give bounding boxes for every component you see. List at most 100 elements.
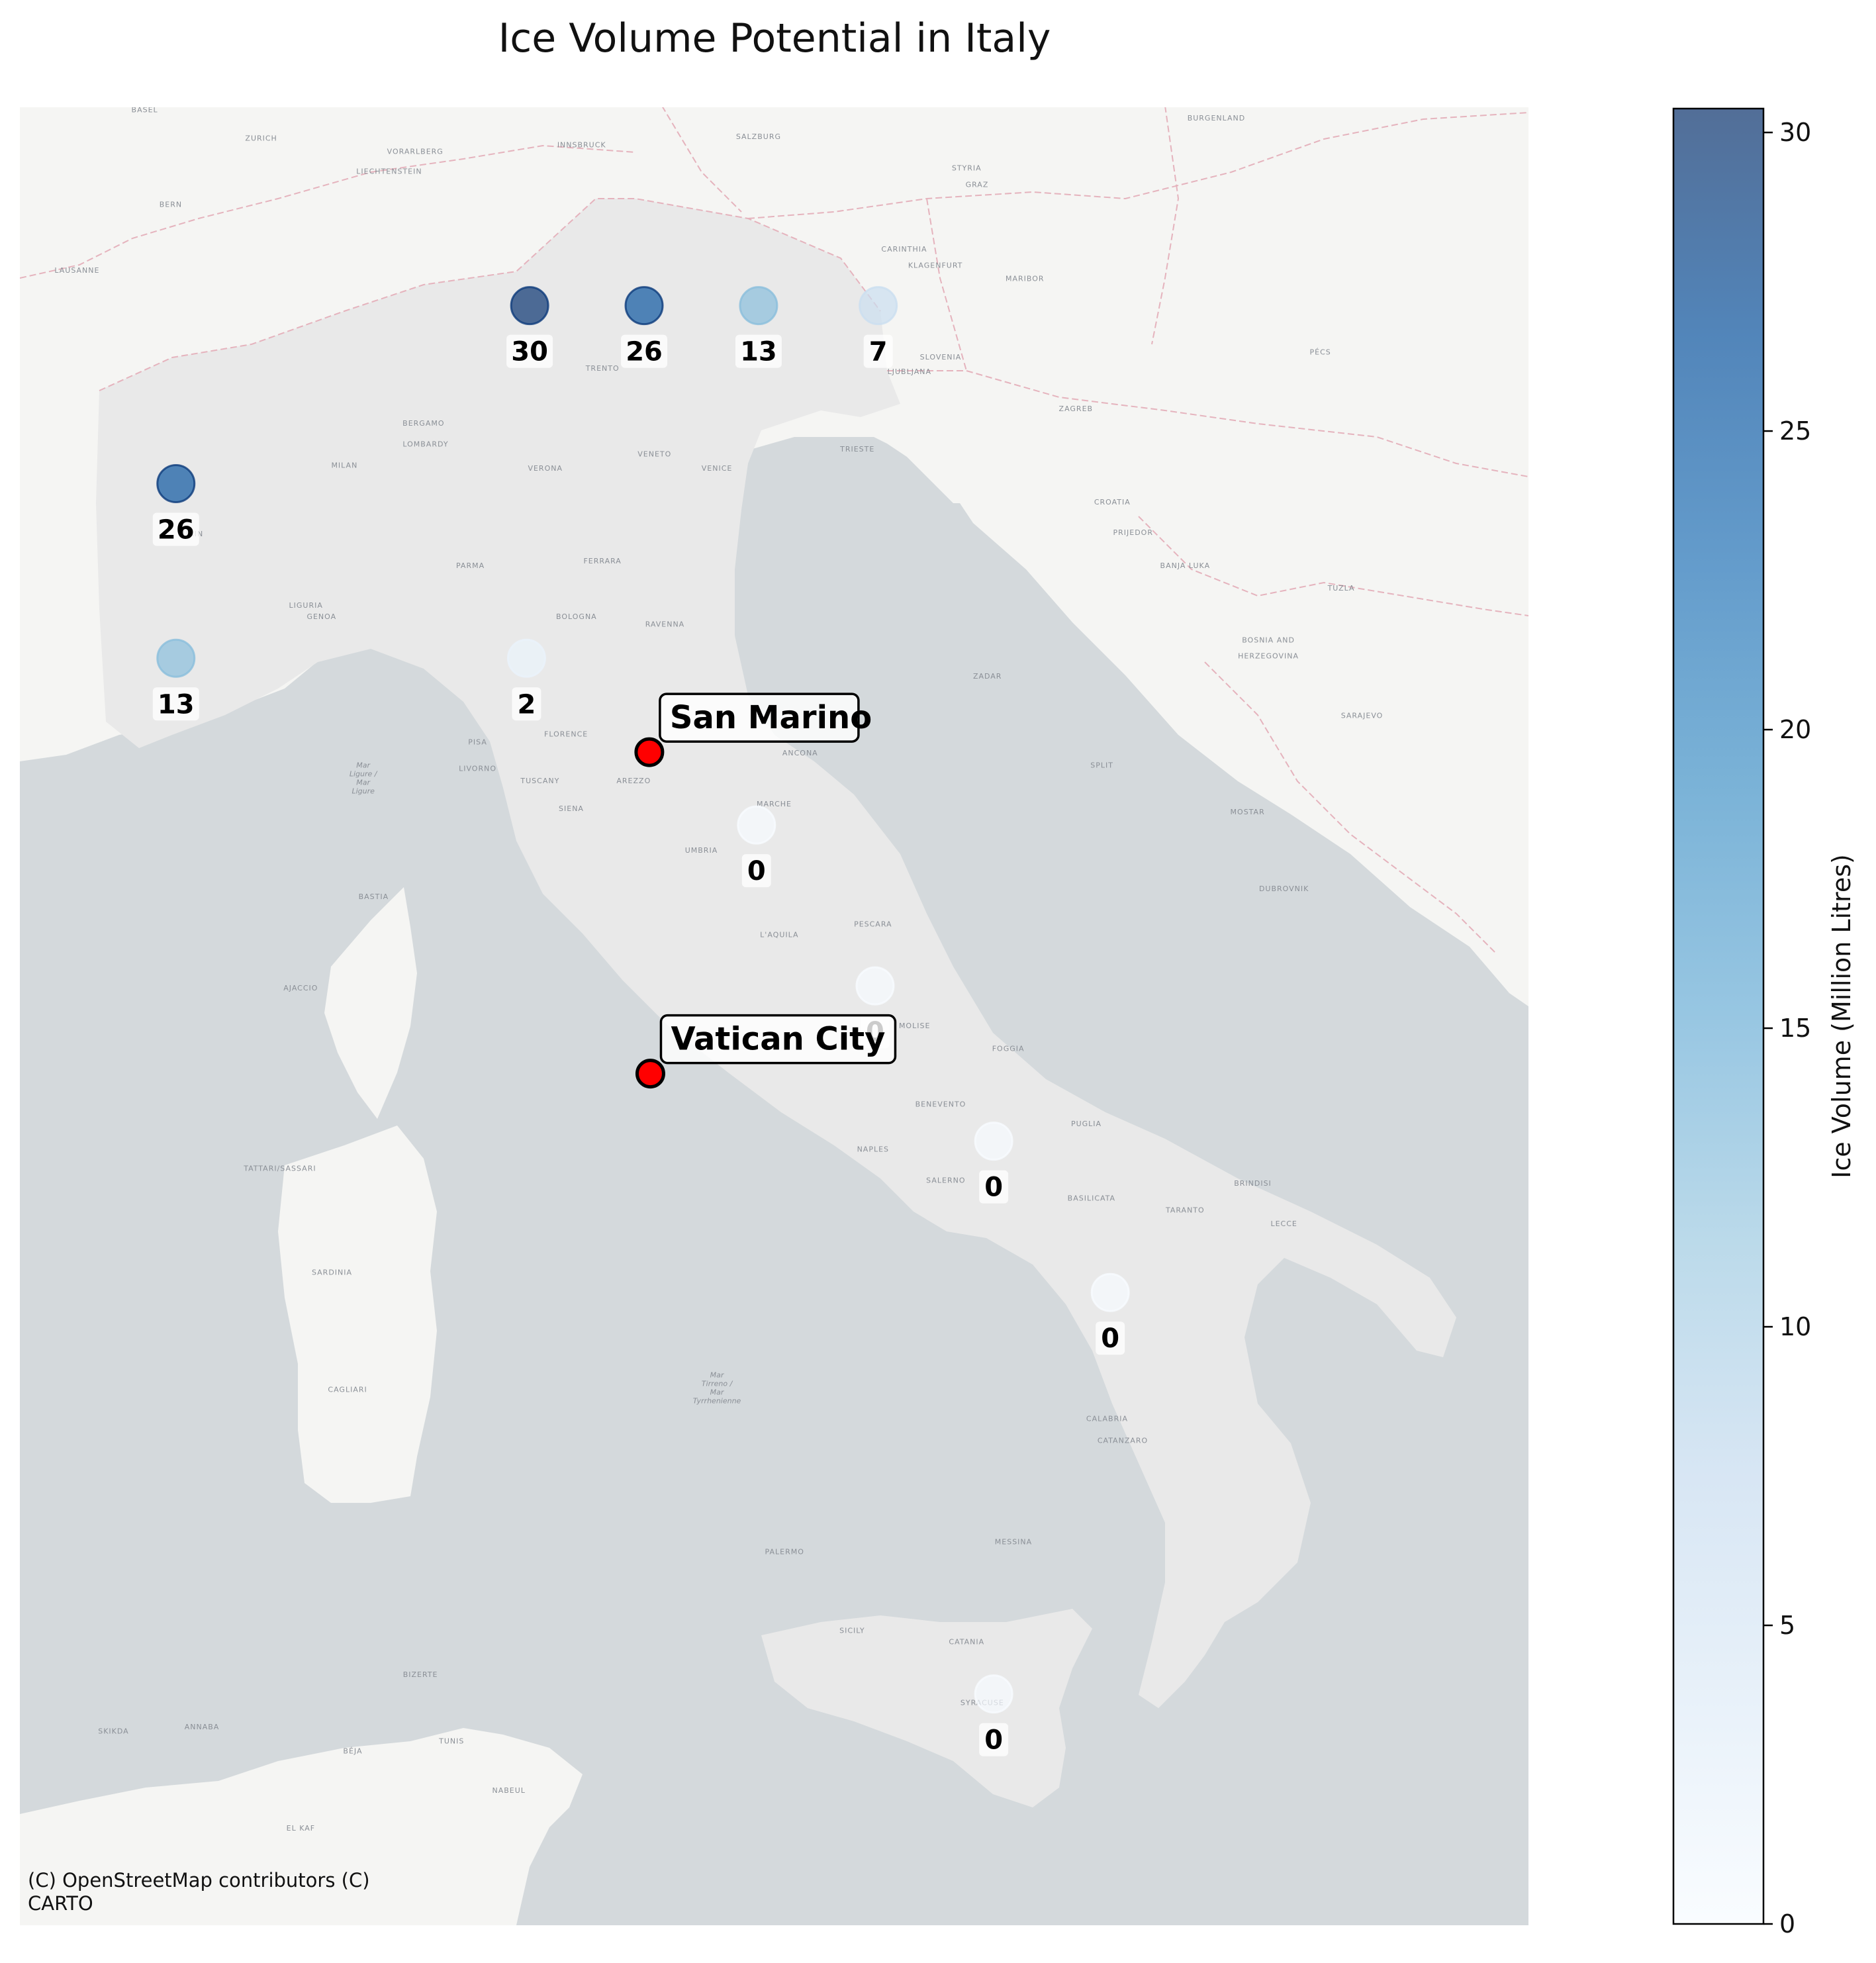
place-label: HERZEGOVINA: [1238, 651, 1299, 660]
place-label: BERN: [160, 201, 182, 209]
place-label: CARINTHIA: [881, 245, 927, 254]
place-label: PARMA: [456, 561, 485, 570]
colorbar-label: Ice Volume (Million Litres): [1827, 854, 1856, 1178]
value-label-box: [863, 334, 893, 368]
place-label: ZADAR: [973, 672, 1002, 681]
value-label-box: [979, 1723, 1009, 1756]
place-label: LIVORNO: [459, 764, 496, 773]
place-label: LIGURIA: [289, 601, 323, 610]
place-label: GRAZ: [966, 181, 989, 189]
place-label: MILAN: [331, 461, 357, 469]
ice-volume-marker: [974, 1674, 1013, 1714]
place-label: SIENA: [559, 804, 584, 813]
value-label-box: [152, 512, 199, 546]
place-label: SPLIT: [1090, 761, 1113, 770]
place-label: NAPLES: [857, 1145, 889, 1153]
colorbar: 0 5 10 15 20 25 30 Ice Volume (Million Litres): [1672, 107, 1856, 1939]
value-label-box: [1096, 1321, 1125, 1355]
sea-label: Ligure: [352, 787, 375, 796]
place-label: KLAGENFURT: [908, 262, 963, 270]
sea-label: Ligure /: [350, 770, 378, 779]
sea-label: Mar: [710, 1371, 725, 1380]
place-label: ANNABA: [185, 1723, 220, 1731]
place-label: PISA: [468, 738, 487, 746]
place-label: MOLISE: [899, 1022, 930, 1030]
place-label: ZAGREB: [1059, 405, 1094, 413]
place-label: FOGGIA: [992, 1044, 1025, 1053]
value-label-box: [506, 334, 553, 368]
value-label-box: [512, 687, 541, 721]
place-label: BERGAMO: [402, 419, 444, 428]
colorbar-ticks: 0 5 10 15 20 25 30: [1763, 118, 1811, 1939]
ice-volume-marker: [156, 638, 196, 678]
place-label: BÉJA: [343, 1747, 362, 1755]
place-label: BASTIA: [359, 892, 389, 901]
place-label: VENETO: [637, 450, 671, 458]
colorbar-tick-label: 0: [1779, 1909, 1795, 1939]
attribution-line-1: (C) OpenStreetMap contributors (C): [28, 1869, 370, 1891]
place-label: MOSTAR: [1231, 808, 1265, 816]
place-label: CATANIA: [949, 1638, 984, 1647]
place-label: LJUBLJANA: [888, 367, 931, 376]
place-label: PRIJEDOR: [1113, 528, 1153, 537]
sea-label: Tirreno /: [702, 1380, 733, 1388]
ice-volume-marker: [855, 966, 895, 1006]
place-label: TUZLA: [1327, 584, 1355, 593]
value-label: 13: [740, 337, 777, 367]
place-label: MARCHE: [757, 800, 792, 808]
place-label: INNSBRUCK: [557, 140, 606, 149]
place-label: TRIESTE: [839, 445, 874, 454]
highlight-marker: [635, 1059, 665, 1089]
place-label: RAVENNA: [645, 620, 684, 629]
ice-volume-marker: [739, 286, 778, 326]
highlight-label: San Marino: [670, 699, 872, 736]
ice-volume-marker: [510, 286, 549, 326]
value-label-box: [735, 334, 782, 368]
place-label: EL KAF: [287, 1824, 315, 1833]
place-label: FERRARA: [583, 557, 621, 565]
place-label: BASEL: [132, 106, 158, 115]
sea-label: Mar: [710, 1388, 725, 1397]
colorbar-tick-label: 15: [1779, 1014, 1811, 1043]
place-label: TUSCANY: [520, 777, 559, 785]
place-label: LAUSANNE: [54, 266, 99, 275]
place-label: BRINDISI: [1234, 1179, 1272, 1188]
place-label: SARDINIA: [312, 1269, 352, 1277]
value-label: 0: [1101, 1323, 1119, 1354]
place-label: CAGLIARI: [328, 1386, 367, 1394]
place-label: SARAJEVO: [1341, 711, 1384, 720]
place-label: MARIBOR: [1006, 275, 1045, 283]
colorbar-gradient: [1672, 107, 1765, 1925]
ice-volume-marker: [859, 286, 898, 326]
value-label: 26: [158, 515, 195, 546]
colorbar-tick-label: 20: [1779, 715, 1811, 744]
place-label: MESSINA: [995, 1537, 1032, 1546]
sea-label: Mar: [356, 779, 371, 787]
highlight-label: Vatican City: [671, 1021, 885, 1058]
place-label: VENICE: [702, 464, 733, 473]
place-label: SICILY: [839, 1626, 865, 1635]
place-label: L'AQUILA: [760, 931, 798, 939]
ice-volume-marker: [974, 1122, 1013, 1161]
microstate-highlights: San Marino Vatican City: [634, 693, 897, 1089]
ice-volume-marker: [1090, 1272, 1130, 1312]
highlight-label-box: [659, 693, 860, 743]
place-label: PALERMO: [765, 1548, 804, 1556]
highlight-marker: [634, 737, 665, 767]
place-label: AJACCIO: [283, 984, 318, 992]
place-label: PESCARA: [854, 920, 892, 928]
place-label: DUBROVNIK: [1259, 885, 1309, 893]
place-label: LIECHTENSTEIN: [356, 168, 422, 176]
place-label: TARANTO: [1165, 1206, 1205, 1215]
place-label: SALERNO: [926, 1176, 965, 1185]
ice-volume-marker: [506, 638, 546, 678]
place-label: VORARLBERG: [387, 148, 444, 156]
sicily: [761, 1609, 1092, 1807]
place-label: SALZBURG: [736, 132, 781, 141]
place-label: BIZERTE: [403, 1670, 438, 1679]
value-label: 7: [869, 337, 888, 367]
value-label: 26: [626, 337, 663, 367]
place-label: TUNIS: [438, 1737, 464, 1745]
